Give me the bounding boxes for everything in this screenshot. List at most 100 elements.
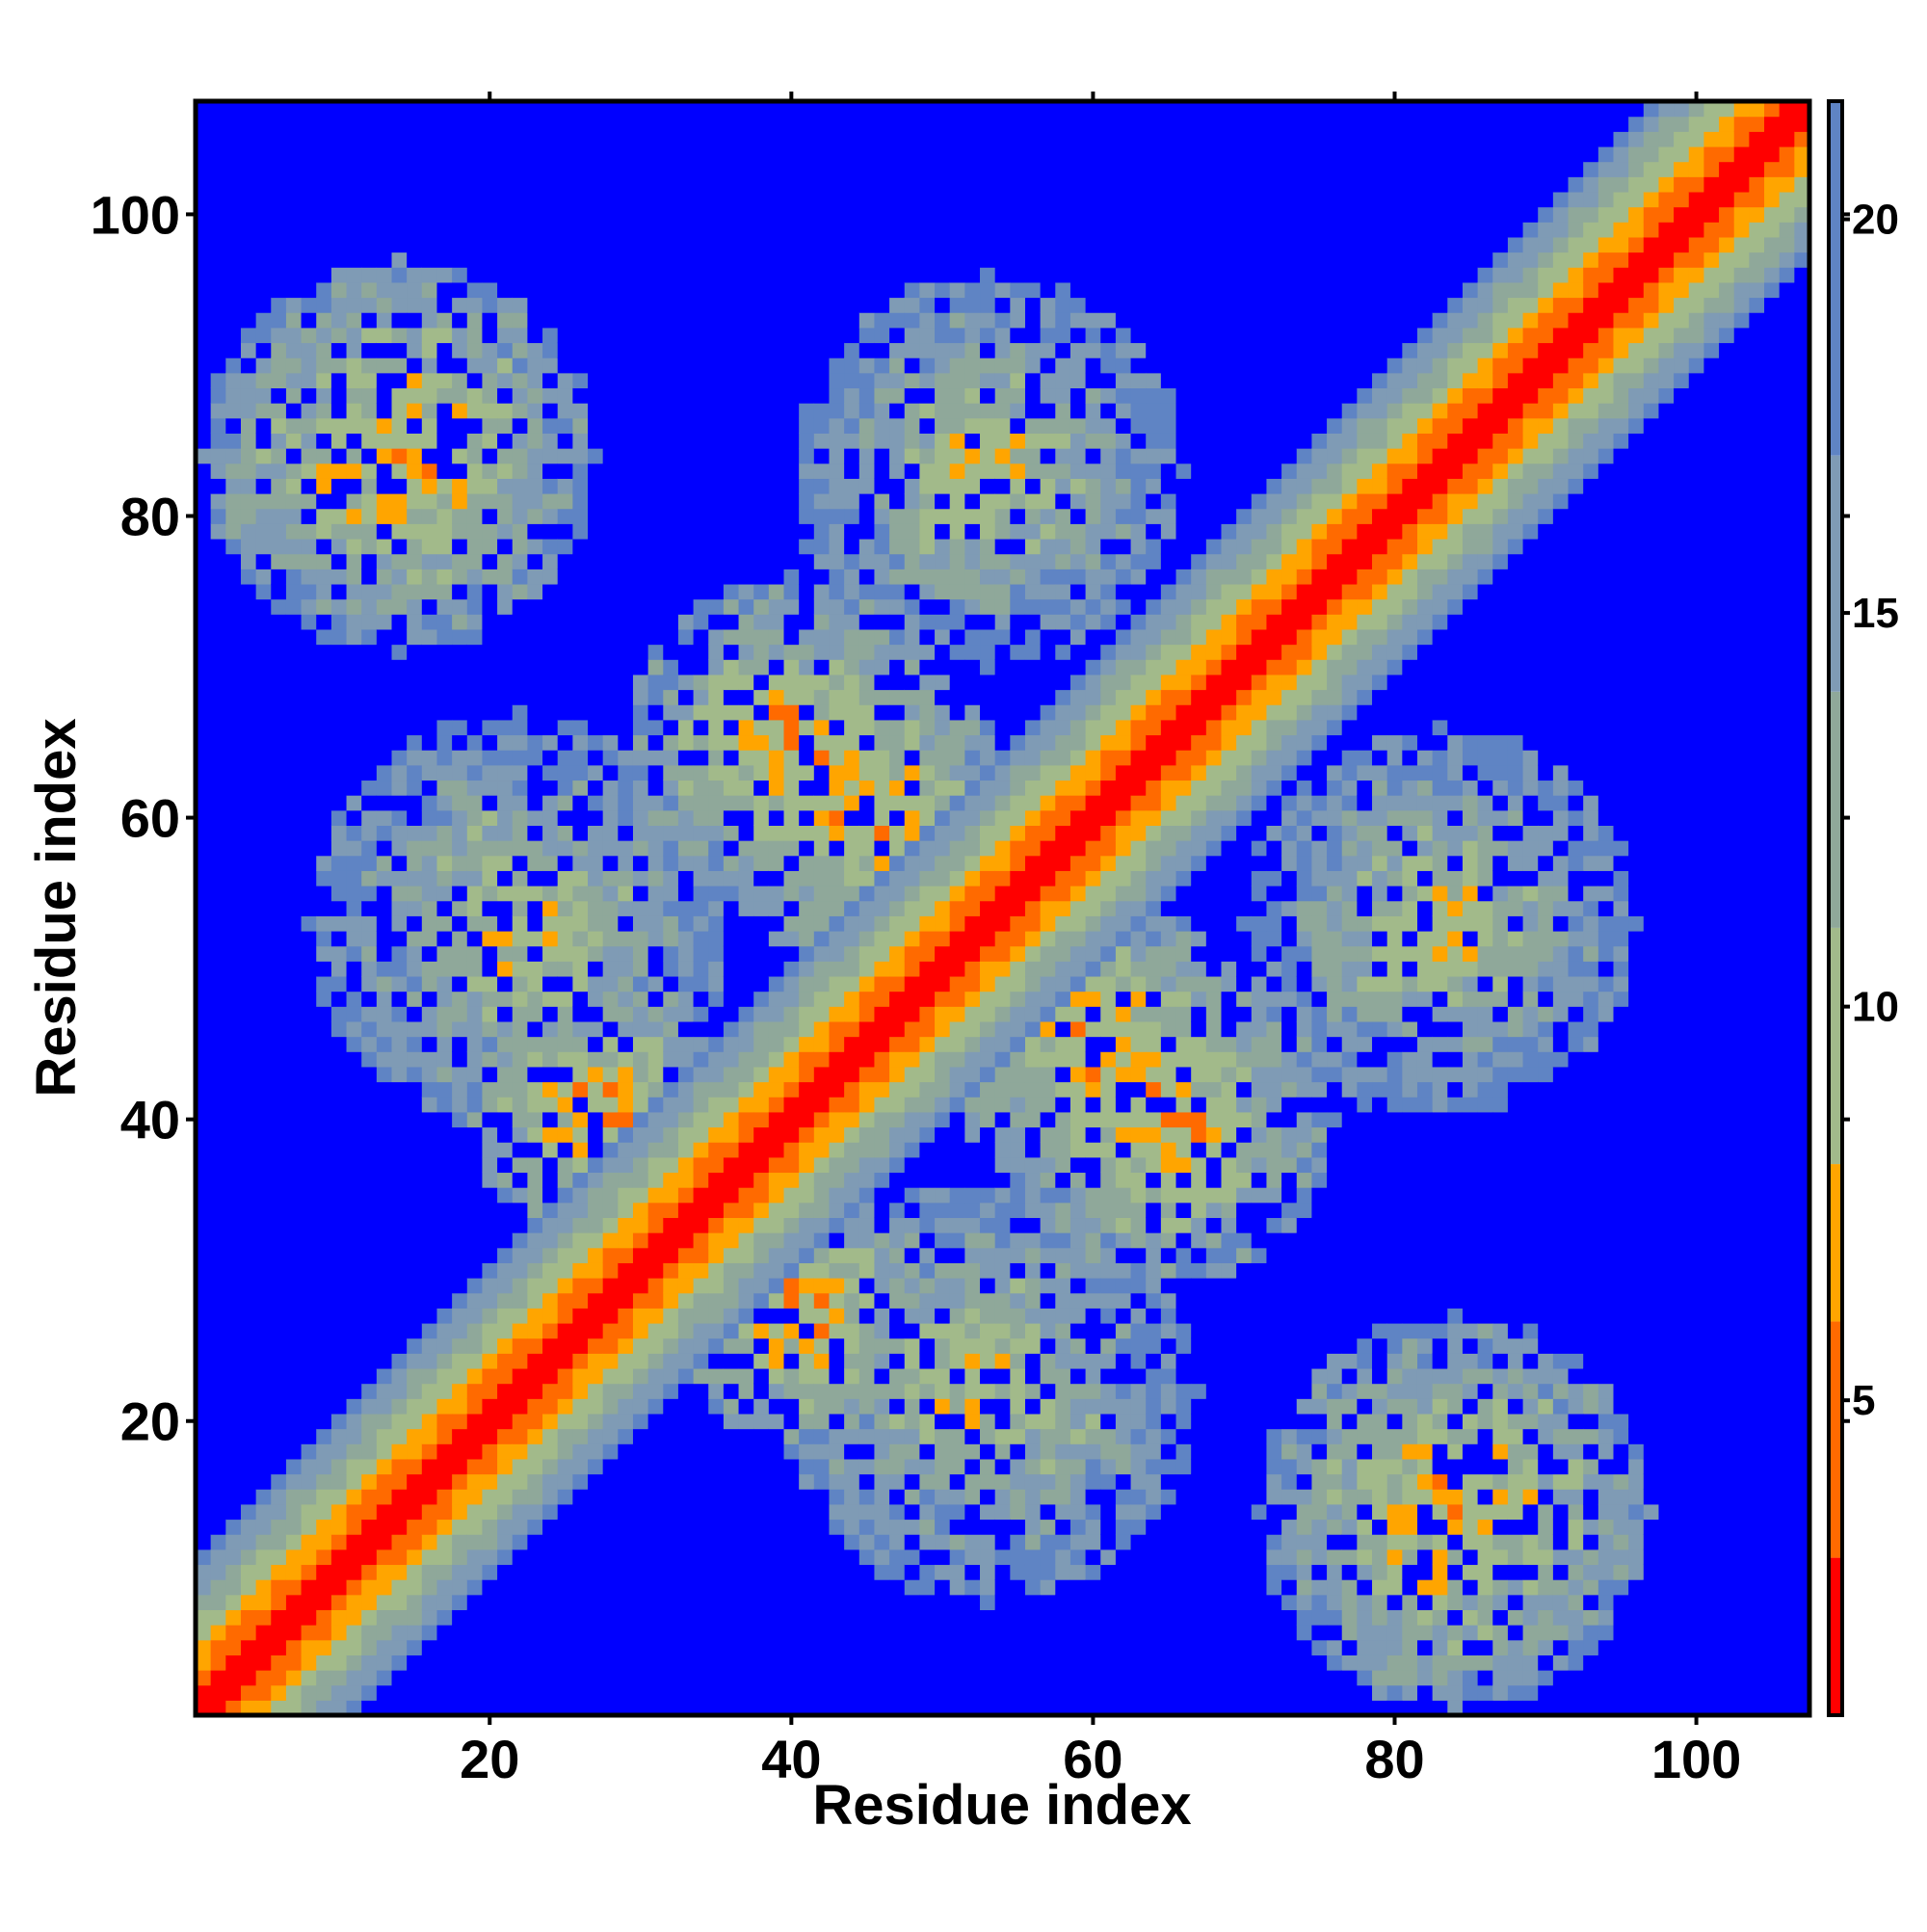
heatmap-cell [572, 116, 589, 132]
heatmap-cell [196, 417, 212, 434]
heatmap-cell [542, 734, 559, 751]
heatmap-cell [647, 1383, 664, 1399]
heatmap-cell [723, 1579, 740, 1596]
heatmap-cell [588, 1337, 604, 1354]
heatmap-cell [285, 825, 303, 841]
heatmap-cell [330, 101, 348, 118]
heatmap-cell [874, 1534, 890, 1550]
heatmap-cell [421, 750, 438, 766]
heatmap-cell [663, 538, 679, 555]
heatmap-cell [618, 614, 634, 630]
heatmap-cell [255, 372, 272, 389]
heatmap-cell [255, 1383, 272, 1399]
heatmap-cell [482, 915, 498, 932]
heatmap-cell [407, 1232, 423, 1249]
heatmap-cell [225, 403, 242, 419]
heatmap-cell [225, 372, 242, 389]
heatmap-cell [436, 417, 453, 434]
heatmap-cell [618, 387, 634, 404]
heatmap-cell [497, 795, 514, 811]
heatmap-cell [497, 1006, 514, 1022]
heatmap-cell [783, 1097, 800, 1113]
heatmap-cell [196, 1187, 212, 1204]
heatmap-cell [829, 1519, 845, 1535]
heatmap-cell [783, 1066, 800, 1083]
heatmap-cell [452, 1232, 468, 1249]
heatmap-cell [723, 1081, 740, 1098]
heatmap-cell [708, 1126, 725, 1143]
heatmap-cell [738, 750, 754, 766]
heatmap-cell [527, 191, 543, 208]
heatmap-cell [647, 1081, 664, 1098]
heatmap-cell [346, 236, 362, 253]
heatmap-cell [572, 975, 589, 992]
heatmap-cell [316, 1036, 332, 1052]
heatmap-cell [632, 1625, 649, 1641]
heatmap-cell [436, 493, 453, 510]
heatmap-cell [210, 1413, 226, 1430]
heatmap-cell [240, 146, 257, 163]
heatmap-cell [466, 809, 484, 826]
heatmap-cell [497, 1458, 514, 1475]
heatmap-cell [466, 583, 484, 600]
heatmap-cell [452, 628, 468, 646]
heatmap-cell [301, 583, 317, 600]
heatmap-cell [602, 900, 619, 916]
heatmap-cell [753, 146, 770, 163]
heatmap-cell [844, 598, 860, 615]
heatmap-cell [376, 886, 393, 902]
heatmap-cell [436, 569, 453, 585]
heatmap-cell [346, 1172, 362, 1188]
heatmap-cell [677, 569, 695, 585]
heatmap-cell [225, 1579, 242, 1596]
heatmap-cell [693, 598, 709, 615]
heatmap-cell [255, 1594, 272, 1611]
heatmap-cell [225, 508, 242, 524]
heatmap-cell [285, 991, 303, 1007]
heatmap-cell [407, 1594, 423, 1611]
heatmap-cell [693, 1625, 709, 1641]
heatmap-cell [753, 1670, 770, 1686]
heatmap-cell [858, 1684, 876, 1701]
heatmap-cell [210, 1625, 226, 1641]
heatmap-cell [844, 689, 860, 705]
heatmap-cell [452, 1292, 468, 1309]
heatmap-cell [723, 628, 740, 646]
heatmap-cell [783, 1458, 800, 1475]
heatmap-cell [452, 1564, 468, 1580]
heatmap-cell [271, 961, 287, 977]
heatmap-cell [240, 1473, 257, 1490]
heatmap-cell [482, 1548, 498, 1566]
heatmap-cell [738, 1247, 754, 1263]
heatmap-cell [482, 1337, 498, 1354]
heatmap-cell [376, 448, 393, 464]
heatmap-cell [196, 553, 212, 569]
heatmap-cell [557, 281, 573, 299]
heatmap-cell [346, 101, 362, 118]
heatmap-cell [196, 870, 212, 887]
heatmap-cell [255, 1202, 272, 1219]
heatmap-cell [663, 795, 679, 811]
heatmap-cell [874, 191, 890, 208]
heatmap-cell [376, 1066, 393, 1083]
heatmap-cell [210, 825, 226, 841]
heatmap-cell [436, 628, 453, 646]
heatmap-cell [466, 1066, 484, 1083]
heatmap-cell [436, 1172, 453, 1188]
heatmap-cell [723, 659, 740, 675]
heatmap-cell [693, 1534, 709, 1550]
heatmap-cell [874, 1639, 890, 1655]
heatmap-cell [225, 1097, 242, 1113]
heatmap-cell [708, 478, 725, 494]
heatmap-cell [542, 1367, 559, 1385]
heatmap-cell [647, 795, 664, 811]
heatmap-cell [376, 961, 393, 977]
heatmap-cell [572, 448, 589, 464]
heatmap-cell [330, 1308, 348, 1324]
heatmap-cell [753, 1503, 770, 1521]
heatmap-cell [407, 659, 423, 675]
heatmap-cell [557, 1670, 573, 1686]
heatmap-cell [647, 1503, 664, 1521]
heatmap-cell [723, 1639, 740, 1655]
heatmap-cell [572, 1473, 589, 1490]
